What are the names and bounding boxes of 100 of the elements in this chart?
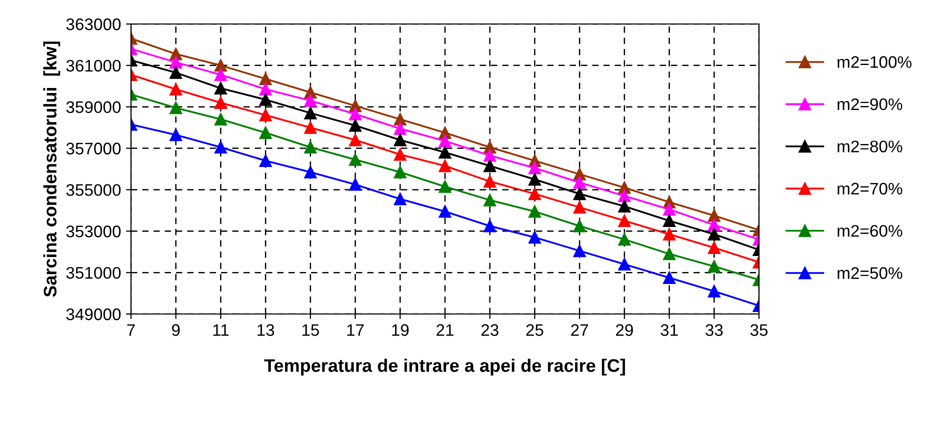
point	[573, 176, 586, 189]
x-tick-label: 21	[436, 324, 454, 336]
point	[349, 134, 362, 146]
legend-label: m2=100%	[838, 56, 912, 68]
point	[214, 96, 227, 109]
point	[214, 68, 227, 81]
point	[573, 244, 586, 258]
point	[394, 148, 406, 161]
point	[304, 121, 317, 134]
x-axis-title: Temperatura de intrare a apei de racire [C]	[264, 358, 625, 376]
legend-label: m2=70%	[838, 182, 902, 195]
point	[214, 82, 227, 94]
point	[349, 153, 362, 166]
y-axis-title: Sarcina condensatorului [kw]	[43, 42, 60, 297]
x-tick-label: 23	[481, 324, 498, 336]
x-tick-label: 19	[392, 324, 409, 336]
point	[663, 214, 676, 228]
point	[259, 126, 272, 139]
legend-label: m2=60%	[838, 224, 902, 237]
point	[170, 56, 182, 69]
y-tick-label: 355000	[66, 184, 121, 196]
legend-label: m2=80%	[838, 140, 902, 152]
point	[573, 188, 586, 200]
x-tick-label: 29	[616, 324, 633, 336]
point	[618, 200, 631, 213]
point	[170, 83, 182, 96]
point	[214, 59, 227, 72]
point	[663, 248, 676, 260]
point	[484, 194, 496, 206]
point	[708, 260, 720, 273]
point	[259, 108, 272, 122]
point	[170, 128, 182, 142]
point	[618, 258, 631, 271]
point	[438, 146, 452, 159]
x-tick-label: 27	[571, 324, 588, 336]
point	[528, 205, 541, 218]
point	[394, 134, 406, 146]
x-tick-label: 17	[347, 324, 364, 336]
point	[663, 203, 676, 216]
point	[394, 166, 406, 178]
point	[484, 160, 496, 172]
x-tick-label: 13	[258, 324, 274, 336]
legend-label: m2=90%	[838, 98, 902, 110]
x-tick-label: 31	[660, 324, 678, 336]
point	[708, 241, 720, 254]
point	[708, 228, 720, 240]
point	[349, 108, 362, 120]
point	[484, 220, 496, 232]
point	[573, 201, 586, 214]
point	[259, 83, 272, 96]
point	[304, 141, 317, 154]
point	[259, 154, 272, 167]
x-tick-label: 25	[526, 324, 544, 336]
point	[349, 178, 362, 191]
point	[528, 162, 541, 174]
point	[438, 180, 452, 193]
y-tick-label: 361000	[66, 60, 121, 72]
point	[708, 284, 720, 298]
point	[708, 209, 720, 222]
point	[438, 134, 452, 148]
point	[394, 113, 406, 126]
point	[214, 113, 227, 126]
y-tick-label: 351000	[66, 266, 121, 279]
y-tick-label: 357000	[66, 142, 121, 154]
point	[708, 218, 720, 232]
point	[438, 160, 452, 172]
point	[484, 175, 496, 188]
legend-label: m2=50%	[838, 267, 902, 279]
point	[304, 94, 317, 107]
point	[349, 119, 362, 132]
x-tick-label: 33	[706, 324, 723, 336]
point	[618, 233, 631, 246]
point	[528, 231, 541, 244]
point	[394, 122, 406, 135]
y-tick-label: 349000	[66, 308, 121, 320]
point	[304, 106, 317, 120]
x-tick-label: 11	[213, 324, 229, 336]
point	[438, 205, 452, 218]
point	[528, 188, 541, 200]
x-tick-label: 15	[302, 324, 319, 336]
point	[170, 66, 182, 79]
point	[170, 102, 182, 114]
x-tick-label: 9	[172, 324, 180, 336]
point	[618, 214, 631, 228]
point	[304, 166, 317, 178]
y-tick-label: 359000	[66, 101, 121, 114]
point	[214, 141, 227, 154]
point	[618, 190, 631, 202]
y-tick-label: 363000	[66, 18, 121, 30]
point	[484, 149, 496, 162]
point	[528, 173, 541, 186]
point	[573, 220, 586, 232]
point	[663, 228, 676, 240]
x-tick-label: 7	[127, 324, 135, 336]
point	[259, 72, 272, 86]
x-tick-label: 35	[750, 324, 768, 336]
y-tick-label: 353000	[66, 226, 121, 238]
point	[394, 192, 406, 206]
point	[663, 272, 676, 284]
point	[259, 93, 272, 106]
